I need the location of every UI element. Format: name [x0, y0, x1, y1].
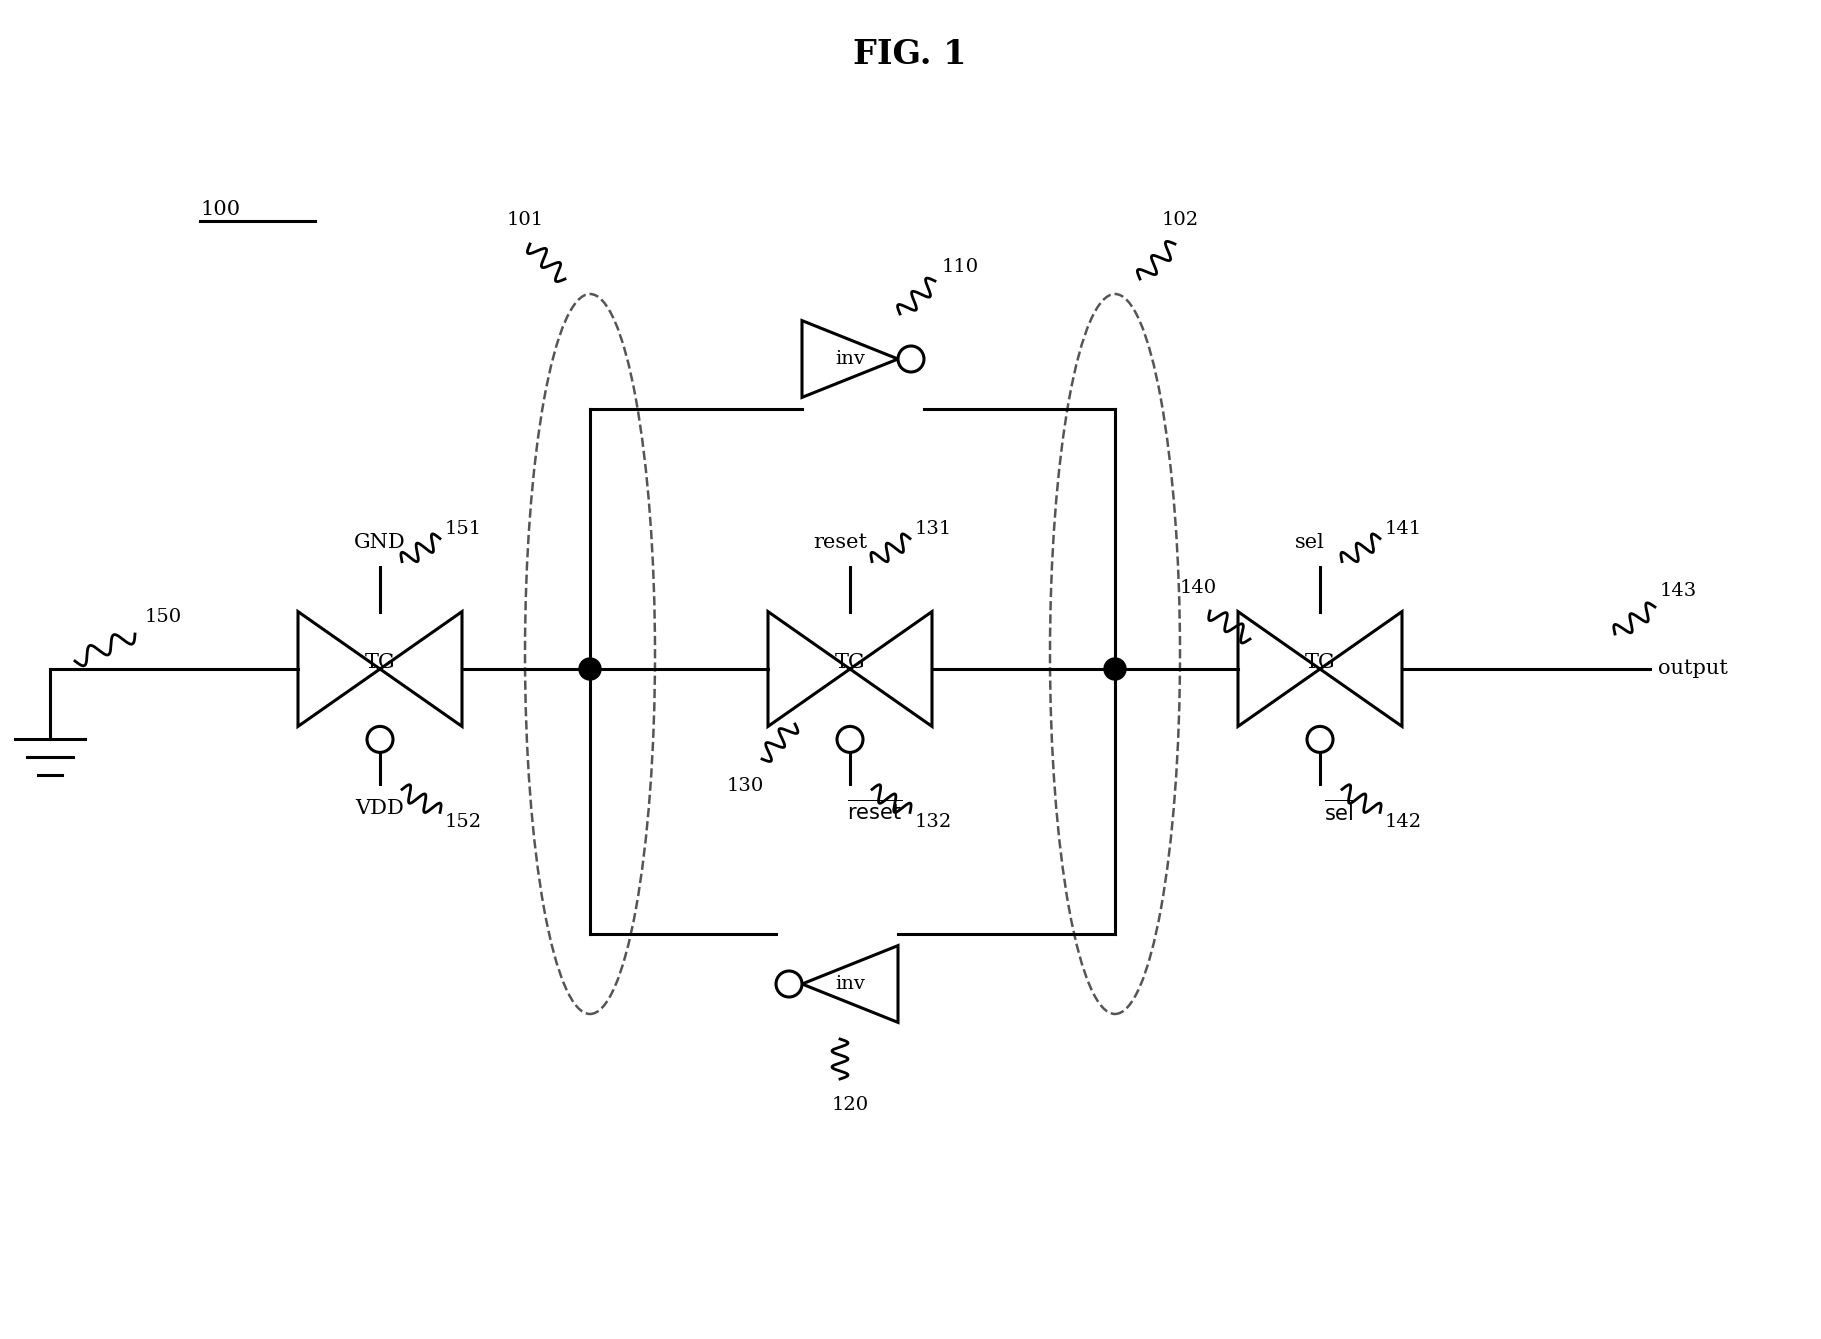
- Text: output: output: [1657, 660, 1728, 679]
- Text: TG: TG: [1304, 653, 1335, 672]
- Text: inv: inv: [836, 349, 865, 368]
- Circle shape: [1307, 726, 1333, 753]
- Text: 140: 140: [1180, 578, 1216, 597]
- Circle shape: [776, 971, 801, 998]
- Text: 141: 141: [1386, 520, 1422, 537]
- Text: 120: 120: [832, 1097, 869, 1114]
- Text: FIG. 1: FIG. 1: [854, 37, 967, 71]
- Text: TG: TG: [364, 653, 395, 672]
- Text: inv: inv: [836, 975, 865, 994]
- Text: 152: 152: [444, 813, 483, 832]
- Text: 101: 101: [506, 212, 543, 229]
- Text: 130: 130: [727, 777, 763, 795]
- Text: 102: 102: [1162, 212, 1198, 229]
- Text: $\overline{\mathrm{reset}}$: $\overline{\mathrm{reset}}$: [847, 799, 903, 823]
- Text: TG: TG: [834, 653, 865, 672]
- Text: VDD: VDD: [355, 799, 404, 818]
- Circle shape: [1104, 657, 1125, 680]
- Text: reset: reset: [812, 533, 867, 552]
- Text: sel: sel: [1295, 533, 1326, 552]
- Text: 150: 150: [146, 608, 182, 627]
- Text: 110: 110: [941, 258, 980, 276]
- Circle shape: [368, 726, 393, 753]
- Circle shape: [898, 345, 923, 372]
- Circle shape: [838, 726, 863, 753]
- Text: 131: 131: [914, 520, 952, 537]
- Circle shape: [579, 657, 601, 680]
- Text: $\overline{\mathrm{sel}}$: $\overline{\mathrm{sel}}$: [1324, 799, 1357, 825]
- Text: 142: 142: [1386, 813, 1422, 832]
- Text: 100: 100: [200, 200, 240, 220]
- Text: GND: GND: [353, 533, 406, 552]
- Text: 143: 143: [1661, 582, 1697, 600]
- Text: 151: 151: [444, 520, 483, 537]
- Text: 132: 132: [914, 813, 952, 832]
